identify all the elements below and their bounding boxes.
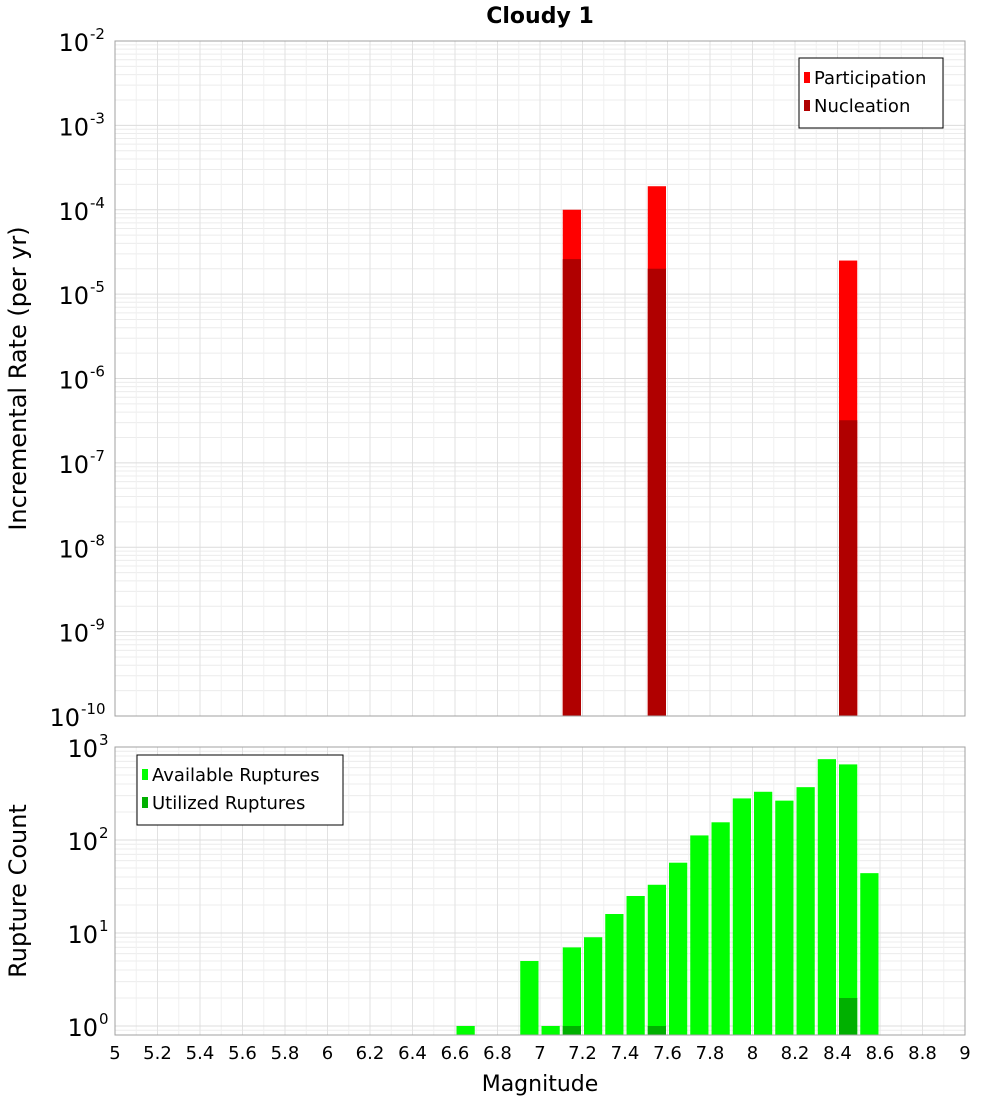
x-tick-label: 6.4	[398, 1043, 427, 1064]
y-tick-label: 10	[67, 921, 98, 949]
bar-count-utilized-ruptures	[839, 997, 858, 1035]
bar-count-available-ruptures	[839, 764, 858, 1035]
plot-border	[114, 746, 966, 1036]
plot-border	[114, 40, 966, 717]
bar-rate-nucleation	[647, 268, 666, 716]
x-tick-label: 6.2	[356, 1043, 385, 1064]
bar-count-available-ruptures	[732, 798, 751, 1035]
x-tick-label: 5.2	[143, 1043, 172, 1064]
y-tick-exponent: -7	[90, 447, 105, 465]
bar-count-available-ruptures	[669, 862, 688, 1035]
legend-box	[798, 57, 944, 129]
y-tick-label: 10	[58, 535, 89, 563]
bar-count-available-ruptures	[456, 1025, 475, 1035]
bar-count-available-ruptures	[584, 937, 603, 1035]
y-tick-exponent: -4	[90, 194, 105, 212]
y-tick-exponent: -2	[90, 25, 105, 43]
x-tick-label: 7.6	[653, 1043, 682, 1064]
x-tick-label: 8.6	[866, 1043, 895, 1064]
bar-count-available-ruptures	[605, 914, 624, 1035]
x-tick-label: 8	[747, 1043, 758, 1064]
x-tick-label: 8.4	[823, 1043, 852, 1064]
x-tick-label: 8.8	[908, 1043, 937, 1064]
legend-swatch	[804, 72, 810, 83]
y-axis-label: Rupture Count	[4, 804, 32, 978]
bar-count-available-ruptures	[754, 791, 773, 1035]
y-tick-label: 10	[58, 282, 89, 310]
y-tick-label: 10	[58, 620, 89, 648]
bar-count-available-ruptures	[520, 960, 539, 1035]
x-tick-label: 5.6	[228, 1043, 257, 1064]
y-tick-exponent: -9	[90, 616, 105, 634]
x-tick-label: 5.8	[271, 1043, 300, 1064]
y-tick-exponent: -8	[90, 531, 105, 549]
bar-count-available-ruptures	[817, 759, 836, 1035]
y-tick-label: 10	[58, 113, 89, 141]
bar-rate-nucleation	[839, 420, 858, 716]
x-tick-label: 6	[322, 1043, 333, 1064]
x-axis-label: Magnitude	[482, 1072, 599, 1097]
x-tick-label: 6.8	[483, 1043, 512, 1064]
legend-swatch	[142, 769, 148, 780]
bar-count-available-ruptures	[562, 947, 581, 1035]
y-tick-exponent: -3	[90, 109, 105, 127]
x-tick-label: 7.2	[568, 1043, 597, 1064]
bar-count-available-ruptures	[541, 1025, 560, 1035]
y-tick-label: 10	[58, 29, 89, 57]
y-axis-label: Incremental Rate (per yr)	[4, 226, 32, 530]
x-tick-label: 5	[109, 1043, 120, 1064]
bar-count-utilized-ruptures	[647, 1025, 666, 1035]
y-tick-exponent: -10	[81, 700, 106, 718]
bar-rate-nucleation	[562, 259, 581, 716]
bar-count-available-ruptures	[647, 884, 666, 1035]
y-tick-exponent: 1	[99, 917, 109, 935]
bar-count-available-ruptures	[860, 873, 879, 1035]
legend-swatch	[804, 100, 810, 111]
bar-count-available-ruptures	[690, 835, 709, 1035]
chart-title: Cloudy 1	[486, 4, 594, 29]
y-tick-exponent: -5	[90, 278, 105, 296]
legend-label: Utilized Ruptures	[152, 793, 305, 814]
y-tick-exponent: 3	[99, 731, 109, 749]
y-tick-label: 10	[58, 367, 89, 395]
bar-count-available-ruptures	[775, 800, 794, 1035]
bar-count-available-ruptures	[711, 822, 730, 1035]
y-tick-label: 10	[58, 198, 89, 226]
legend-box	[136, 754, 344, 826]
legend-swatch	[142, 797, 148, 808]
x-tick-label: 7	[534, 1043, 545, 1064]
y-tick-label: 10	[67, 1014, 98, 1042]
y-tick-exponent: -6	[90, 363, 105, 381]
y-tick-label: 10	[49, 704, 80, 732]
y-tick-label: 10	[67, 735, 98, 763]
x-tick-label: 8.2	[781, 1043, 810, 1064]
bar-count-utilized-ruptures	[562, 1025, 581, 1035]
bar-count-available-ruptures	[626, 895, 645, 1035]
x-tick-label: 7.8	[696, 1043, 725, 1064]
x-tick-label: 7.4	[611, 1043, 640, 1064]
x-tick-label: 6.6	[441, 1043, 470, 1064]
legend-label: Available Ruptures	[152, 765, 320, 786]
y-tick-label: 10	[58, 451, 89, 479]
x-tick-label: 9	[959, 1043, 970, 1064]
x-tick-label: 5.4	[186, 1043, 215, 1064]
y-tick-label: 10	[67, 828, 98, 856]
legend-label: Nucleation	[814, 96, 910, 117]
bar-count-available-ruptures	[796, 787, 815, 1035]
y-tick-exponent: 2	[99, 824, 109, 842]
y-tick-exponent: 0	[99, 1010, 109, 1028]
legend-label: Participation	[814, 68, 926, 89]
